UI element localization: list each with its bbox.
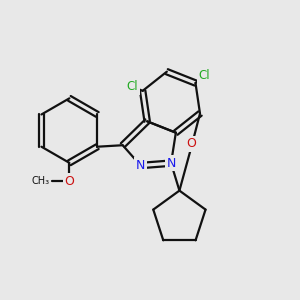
Text: N: N (167, 157, 176, 169)
Text: O: O (64, 175, 74, 188)
Text: CH₃: CH₃ (32, 176, 50, 186)
Text: Cl: Cl (199, 70, 210, 83)
Text: Cl: Cl (126, 80, 138, 93)
Text: N: N (136, 159, 145, 172)
Text: O: O (186, 137, 196, 150)
